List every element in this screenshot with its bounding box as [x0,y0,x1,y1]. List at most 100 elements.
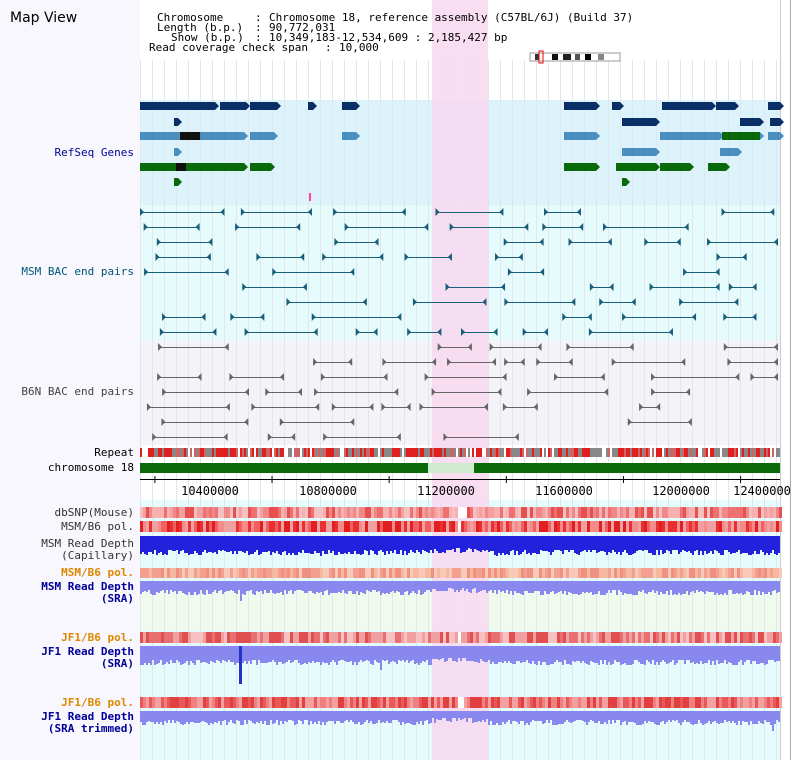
track-label-b6n-bac[interactable]: B6N BAC end pairs [21,385,134,398]
read-depth-bar [232,646,234,662]
polymorphism-mark [236,521,239,532]
read-depth-bar [614,646,616,660]
read-depth-bar [460,536,462,553]
polymorphism-mark [155,521,158,532]
polymorphism-mark [641,521,644,532]
bac-end-marker [684,223,689,231]
polymorphism-mark [206,632,209,643]
polymorphism-mark [440,697,443,708]
read-depth-bar [200,581,202,590]
repeat-mark [650,448,652,457]
polymorphism-mark [572,507,575,518]
gene-exon [564,163,596,171]
read-depth-bar [640,711,642,725]
read-depth-bar [684,536,686,551]
read-depth-bar [206,711,208,723]
read-depth-bar [682,646,684,660]
polymorphism-mark [386,568,389,578]
read-depth-bar [548,581,550,594]
read-depth-bar [722,646,724,663]
polymorphism-mark [653,507,656,518]
bac-end-marker [543,328,548,336]
read-depth-bar [732,646,734,665]
polymorphism-mark [401,568,404,578]
bac-end-marker [502,403,507,411]
polymorphism-mark [728,521,731,532]
read-depth-spike [239,646,242,684]
read-depth-bar [774,711,776,724]
read-depth-bar [440,711,442,720]
read-depth-bar [376,581,378,592]
polymorphism-mark [674,632,677,643]
repeat-mark [490,448,492,457]
read-depth-bar [552,581,554,591]
bac-end-marker [244,328,249,336]
read-depth-bar [434,646,436,659]
bac-end-marker [314,388,319,396]
polymorphism-mark [758,697,761,708]
polymorphism-mark [638,521,641,532]
polymorphism-mark [419,632,422,643]
read-depth-bar [728,711,730,721]
read-depth-bar [712,646,714,661]
read-depth-bar [314,711,316,722]
track-label-refseq[interactable]: RefSeq Genes [54,146,134,159]
polymorphism-mark [362,697,365,708]
read-depth-bar [152,536,154,554]
track-label-msm-bac[interactable]: MSM BAC end pairs [21,265,134,278]
read-depth-bar [320,581,322,592]
read-depth-bar [486,581,488,593]
read-depth-bar [592,711,594,721]
repeat-mark [768,448,770,457]
read-depth-bar [602,711,604,724]
polymorphism-mark [257,521,260,532]
polymorphism-mark [518,697,521,708]
repeat-mark [438,448,440,457]
polymorphism-mark [587,521,590,532]
read-depth-bar [382,646,384,660]
repeat-mark [612,448,614,457]
polymorphism-mark [530,507,533,518]
polymorphism-mark [242,507,245,518]
track-label-jf1-depth-trim: JF1 Read Depth [41,710,134,723]
polymorphism-mark [563,632,566,643]
bac-end-marker [603,223,608,231]
polymorphism-mark [581,507,584,518]
read-depth-bar [440,536,442,553]
polymorphism-mark [530,568,533,578]
polymorphism-mark [170,507,173,518]
read-depth-bar [508,711,510,720]
read-depth-bar [276,646,278,665]
read-depth-bar [482,581,484,590]
polymorphism-mark [551,568,554,578]
polymorphism-mark [260,507,263,518]
polymorphism-mark [545,632,548,643]
read-depth-bar [552,711,554,725]
bac-end-marker [676,238,681,246]
read-depth-bar [650,711,652,722]
polymorphism-mark [554,697,557,708]
read-depth-bar [538,536,540,554]
gene-strand-arrow [760,132,764,140]
gene-exon [622,178,626,186]
repeat-mark [540,448,542,457]
polymorphism-mark [776,521,779,532]
read-depth-bar [460,646,462,661]
polymorphism-mark [302,632,305,643]
repeat-mark [660,448,662,457]
polymorphism-mark [413,507,416,518]
polymorphism-mark [338,507,341,518]
polymorphism-mark [746,632,749,643]
read-depth-bar [736,646,738,665]
bac-end-marker [692,313,697,321]
polymorphism-mark [410,568,413,578]
gene-exon [720,148,738,156]
polymorphism-mark [674,568,677,578]
bac-end-marker [495,253,500,261]
polymorphism-mark [143,568,146,578]
polymorphism-mark [509,521,512,532]
polymorphism-mark [350,568,353,578]
bac-end-marker [681,358,686,366]
bac-end-marker [445,283,450,291]
